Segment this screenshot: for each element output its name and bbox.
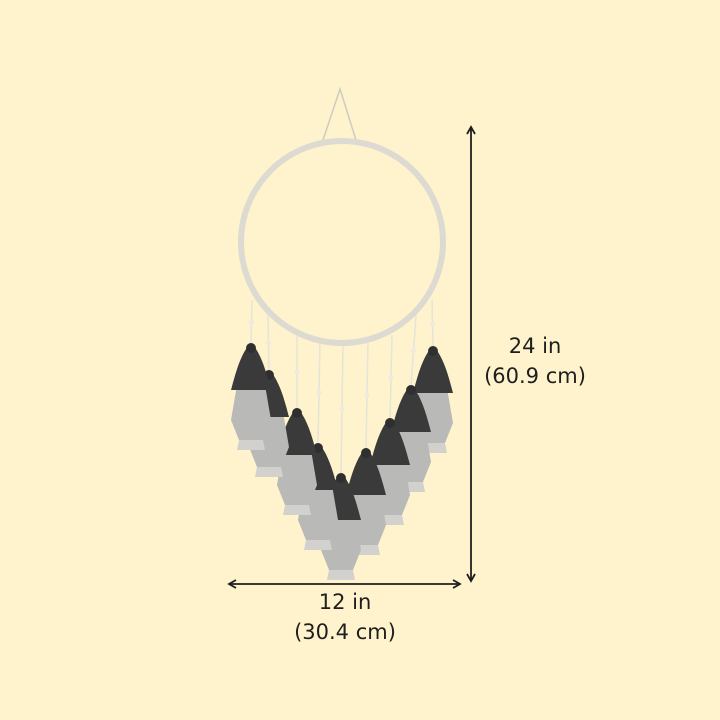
bead	[266, 341, 271, 346]
width-label: 12 in (30.4 cm)	[270, 587, 420, 647]
bead	[388, 375, 394, 380]
width-imperial: 12 in	[318, 590, 372, 614]
tassel	[231, 343, 271, 450]
bead	[294, 370, 300, 375]
bead	[411, 348, 416, 354]
height-metric: (60.9 cm)	[484, 364, 586, 388]
height-imperial: 24 in	[508, 334, 562, 358]
ring	[238, 138, 446, 346]
bead	[249, 320, 254, 325]
bead	[316, 390, 322, 395]
height-dimension-arrow	[466, 125, 476, 583]
hanging-loop	[322, 86, 357, 141]
height-label: 24 in (60.9 cm)	[460, 331, 610, 391]
width-dimension-arrow	[227, 579, 462, 589]
tassels	[231, 343, 453, 580]
bead	[339, 406, 345, 411]
bead	[430, 321, 435, 327]
strings	[249, 299, 435, 476]
width-metric: (30.4 cm)	[294, 620, 396, 644]
bead	[364, 392, 370, 398]
